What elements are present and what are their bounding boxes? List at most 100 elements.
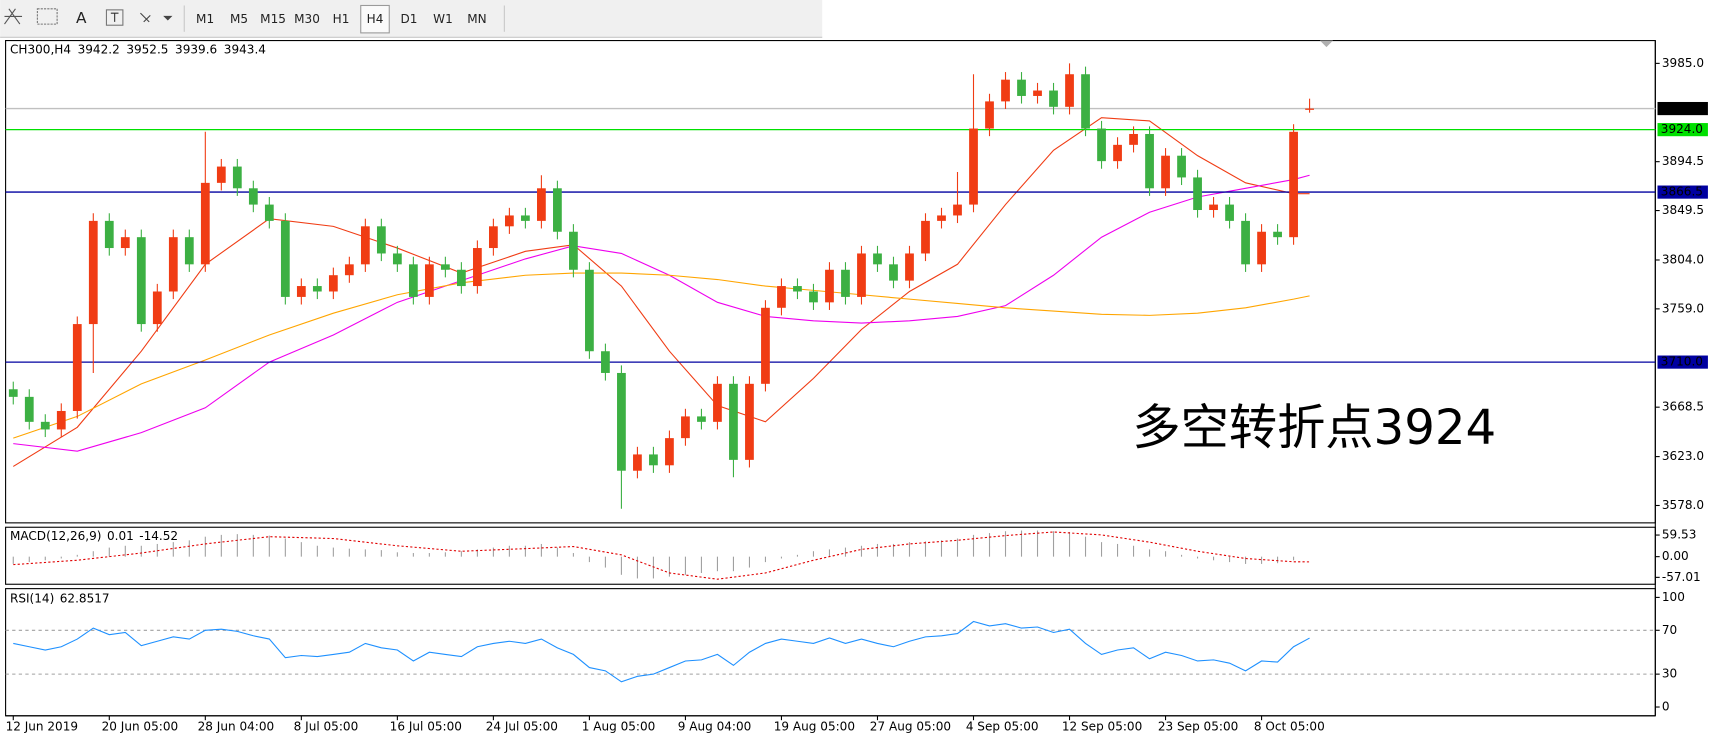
- y-tick-label: 3759.0: [1662, 301, 1704, 315]
- y-tick-label: 3623.0: [1662, 449, 1704, 463]
- candle-body: [825, 269, 834, 303]
- arrow-tool[interactable]: [140, 12, 173, 23]
- candle-body: [24, 396, 34, 422]
- timeframe-button[interactable]: W1: [433, 12, 453, 26]
- candle-body: [1049, 90, 1058, 107]
- candle-body: [424, 264, 434, 297]
- x-tick-label: 12 Jun 2019: [6, 719, 78, 733]
- timeframe-button[interactable]: H1: [333, 12, 350, 26]
- candle-body: [1097, 128, 1106, 162]
- x-tick-label: 9 Aug 04:00: [678, 719, 752, 733]
- timeframe-button[interactable]: M15: [260, 12, 286, 26]
- crosshair-tool[interactable]: [4, 8, 23, 25]
- toolbar: A M1 M5 M15 M30 H1 H4 D1 W1 MN: [0, 0, 823, 38]
- moving-average: [13, 272, 1310, 439]
- candle-body: [729, 383, 738, 460]
- candle-body: [296, 286, 306, 297]
- candle-body: [1113, 144, 1122, 162]
- x-tick-label: 1 Aug 05:00: [582, 719, 656, 733]
- x-tick-label: 20 Jun 05:00: [102, 719, 179, 733]
- candle-body: [136, 237, 146, 325]
- y-tick-label: 3849.5: [1662, 203, 1704, 217]
- candle-body: [649, 454, 658, 466]
- candle-body: [873, 253, 882, 265]
- candle-body: [120, 237, 130, 249]
- candle-body: [1001, 79, 1010, 102]
- candle-body: [72, 324, 82, 411]
- annotation: 多空转折点3924: [1132, 400, 1496, 456]
- candle-body: [88, 220, 98, 325]
- candle-body: [681, 416, 690, 439]
- y-tick-label: 100: [1662, 590, 1685, 604]
- candle-body: [1289, 131, 1298, 238]
- candle-body: [505, 215, 514, 227]
- candle-body: [248, 188, 258, 205]
- x-tick-label: 8 Oct 05:00: [1254, 719, 1325, 733]
- timeframe-button[interactable]: H4: [367, 12, 384, 26]
- timeframe-button[interactable]: M30: [294, 12, 320, 26]
- candle-body: [1033, 90, 1042, 96]
- candle-body: [1065, 74, 1074, 107]
- macd-signal: [13, 531, 1310, 580]
- toolbar-bg: [0, 0, 823, 38]
- y-tick-label: 3578.0: [1662, 498, 1704, 512]
- candle-body: [1193, 177, 1202, 211]
- quote-value: 3939.6: [175, 42, 217, 56]
- candle-body: [152, 291, 162, 325]
- candle-body: [168, 237, 178, 292]
- symbol-title: CH300,H4: [10, 42, 71, 56]
- indicator-value: 62.8517: [60, 591, 110, 605]
- plots: 3985.0 3894.5 3849.5 3804.0 3759.0 3668.5 3623…: [5, 40, 1708, 733]
- chart-header: CH300,H4 3942.2 3952.5 3939.6 3943.4: [10, 42, 266, 56]
- candle-body: [585, 269, 594, 352]
- price-level-tag: [1657, 123, 1708, 137]
- timeframe-button[interactable]: MN: [467, 12, 486, 26]
- candle-body: [777, 286, 786, 308]
- candle-body: [1257, 231, 1266, 265]
- text-tool[interactable]: A: [76, 9, 87, 27]
- candle-body: [376, 226, 386, 254]
- candle-body: [392, 253, 402, 265]
- candle-body: [1161, 155, 1170, 189]
- x-tick-label: 19 Aug 05:00: [774, 719, 855, 733]
- y-tick-label: 3985.0: [1662, 56, 1704, 70]
- candle-body: [1209, 204, 1218, 211]
- y-tick-label: 30: [1662, 667, 1677, 681]
- candle-body: [793, 286, 802, 292]
- candle-body: [905, 253, 914, 281]
- candle-body: [328, 275, 338, 292]
- y-tick-label: 70: [1662, 623, 1677, 637]
- indicator-header: MACD(12,26,9) 0.01 -14.52: [10, 529, 178, 543]
- candle-body: [537, 188, 546, 221]
- candle-body: [921, 220, 930, 254]
- timeframe-button[interactable]: D1: [401, 12, 418, 26]
- candle-body: [1305, 108, 1314, 110]
- timeframe-button[interactable]: M1: [196, 12, 214, 26]
- candle-body: [937, 215, 946, 221]
- candle-body: [40, 421, 50, 430]
- candle-body: [200, 182, 210, 265]
- x-tick-label: 27 Aug 05:00: [870, 719, 951, 733]
- candle-body: [601, 351, 610, 373]
- candle-body: [280, 220, 290, 297]
- y-tick-label: -57.01: [1662, 570, 1701, 584]
- candle-body: [344, 264, 354, 276]
- scroll-marker: [1319, 40, 1334, 48]
- y-tick-label: 0.00: [1662, 549, 1689, 563]
- candle-body: [1129, 133, 1138, 145]
- y-tick-label: 0: [1662, 700, 1670, 714]
- price-level-tag: [1657, 101, 1708, 116]
- candle-body: [104, 220, 114, 249]
- timeframe-button[interactable]: M5: [230, 12, 248, 26]
- indicator-header: RSI(14) 62.8517: [10, 591, 110, 605]
- candle-body: [745, 383, 754, 460]
- candle-body: [1145, 133, 1154, 189]
- candle-body: [408, 264, 418, 297]
- candle-body: [456, 269, 466, 287]
- candle-body: [440, 264, 450, 270]
- label-tool[interactable]: [105, 9, 124, 26]
- candle-body: [713, 383, 722, 422]
- y-tick-label: 3668.5: [1662, 400, 1704, 414]
- y-tick-label: 3804.0: [1662, 252, 1704, 266]
